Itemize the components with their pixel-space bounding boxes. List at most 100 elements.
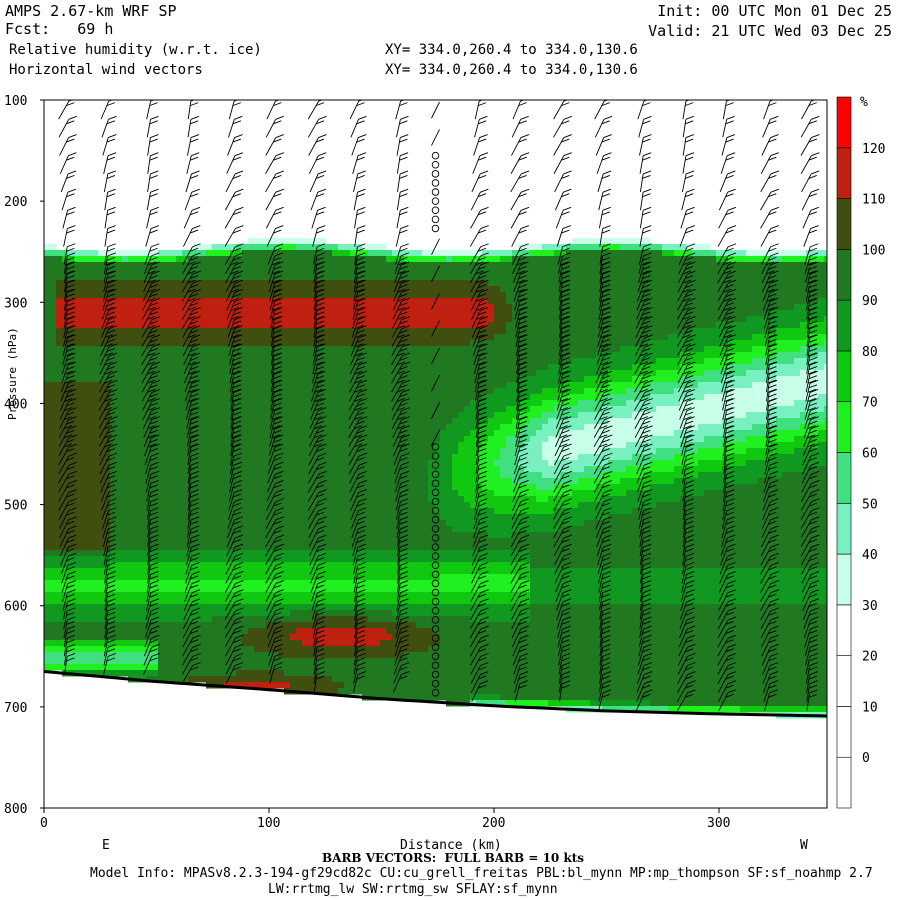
rh-cell [386,400,393,407]
rh-cell [536,436,543,443]
rh-cell [614,268,621,275]
rh-cell [674,322,681,329]
rh-cell [416,322,423,329]
rh-cell [368,286,375,293]
rh-cell [734,454,741,461]
rh-cell [758,328,765,335]
rh-cell [710,256,717,263]
rh-cell [632,262,639,269]
rh-cell [422,388,429,395]
rh-cell [818,256,825,263]
rh-cell [428,304,435,311]
rh-cell [464,442,471,449]
rh-cell [428,448,435,455]
rh-cell [734,436,741,443]
rh-cell [146,328,153,335]
rh-cell [452,304,459,311]
rh-cell [158,460,165,467]
rh-cell [56,250,63,257]
rh-cell [494,328,501,335]
rh-cell [368,334,375,341]
rh-cell [464,334,471,341]
rh-cell [86,358,93,365]
rh-cell [80,442,87,449]
rh-cell [518,280,525,287]
rh-cell [644,244,651,251]
rh-cell [68,364,75,371]
rh-cell [182,442,189,449]
rh-cell [758,466,765,473]
rh-cell [104,358,111,365]
rh-cell [290,262,297,269]
rh-cell [428,340,435,347]
rh-cell [710,298,717,305]
rh-cell [398,250,405,257]
rh-cell [482,256,489,263]
rh-cell [482,412,489,419]
rh-cell [44,394,51,401]
rh-cell [818,328,825,335]
rh-cell [248,322,255,329]
rh-cell [140,358,147,365]
rh-cell [542,262,549,269]
rh-cell [308,430,315,437]
rh-cell [584,322,591,329]
valid-time: Valid: 21 UTC Wed 03 Dec 25 [648,22,892,40]
rh-cell [50,382,57,389]
rh-cell [488,298,495,305]
rh-cell [164,370,171,377]
rh-cell [68,358,75,365]
rh-cell [86,262,93,269]
rh-cell [92,292,99,299]
rh-cell [662,376,669,383]
rh-cell [68,424,75,431]
rh-cell [230,250,237,257]
rh-cell [524,436,531,443]
rh-cell [566,388,573,395]
rh-cell [206,310,213,317]
rh-cell [296,406,303,413]
rh-cell [428,436,435,443]
rh-cell [674,304,681,311]
rh-cell [86,316,93,323]
rh-cell [122,274,129,281]
rh-cell [368,448,375,455]
rh-cell [716,448,723,455]
rh-cell [554,328,561,335]
rh-cell [734,346,741,353]
rh-cell [380,424,387,431]
rh-cell [140,364,147,371]
rh-cell [620,388,627,395]
rh-cell [134,298,141,305]
rh-cell [188,286,195,293]
rh-cell [452,442,459,449]
rh-cell [56,262,63,269]
rh-cell [242,292,249,299]
rh-cell [596,412,603,419]
rh-cell [530,412,537,419]
rh-cell [188,322,195,329]
rh-cell [44,334,51,341]
rh-cell [614,430,621,437]
rh-cell [290,328,297,335]
rh-cell [662,316,669,323]
rh-cell [44,310,51,317]
rh-cell [614,424,621,431]
rh-cell [164,292,171,299]
rh-cell [818,316,825,323]
rh-cell [50,394,57,401]
rh-cell [374,388,381,395]
rh-cell [806,304,813,311]
rh-cell [722,298,729,305]
rh-cell [812,322,819,329]
rh-cell [176,340,183,347]
rh-cell [698,346,705,353]
rh-cell [680,400,687,407]
rh-cell [242,388,249,395]
rh-cell [800,352,807,359]
rh-cell [374,418,381,425]
rh-cell [74,442,81,449]
rh-cell [86,442,93,449]
rh-cell [500,376,507,383]
rh-cell [764,466,771,473]
